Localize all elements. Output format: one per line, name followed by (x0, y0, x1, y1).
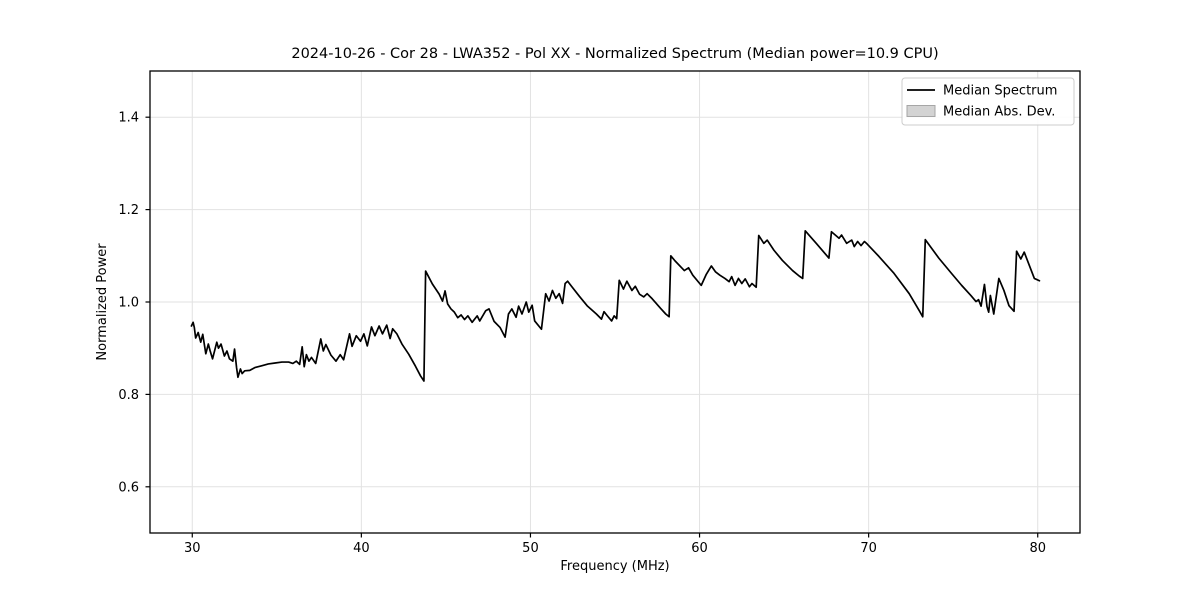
x-tick-label: 70 (860, 541, 877, 556)
x-tick-label: 80 (1029, 541, 1046, 556)
y-tick-label: 0.6 (118, 480, 139, 495)
y-tick-label: 1.2 (118, 203, 139, 218)
spectrum-line (190, 230, 1041, 382)
x-tick-label: 50 (522, 541, 539, 556)
grid-layer (150, 71, 1080, 533)
y-tick-label: 1.0 (118, 296, 139, 311)
legend-item-median-abs-dev: Median Abs. Dev. (906, 105, 1055, 120)
y-tick-label: 1.4 (118, 111, 139, 126)
x-tick-label: 40 (353, 541, 370, 556)
x-axis-label: Frequency (MHz) (560, 559, 669, 574)
legend: Median Spectrum Median Abs. Dev. (901, 77, 1075, 126)
axis-layer: 30 40 50 60 70 80 0.6 0.8 1.0 1.2 1.4 (118, 111, 1046, 556)
legend-label-median-spectrum: Median Spectrum (943, 84, 1057, 99)
y-tick-label: 0.8 (118, 388, 139, 403)
legend-label-median-abs-dev: Median Abs. Dev. (943, 105, 1055, 120)
x-tick-label: 60 (691, 541, 708, 556)
legend-frame (901, 77, 1075, 126)
plot-area-frame (149, 70, 1081, 534)
x-tick-label: 30 (184, 541, 201, 556)
series-layer (190, 230, 1041, 382)
legend-item-median-spectrum: Median Spectrum (907, 84, 1057, 99)
legend-patch-sample-icon (906, 105, 936, 117)
chart-title: 2024-10-26 - Cor 28 - LWA352 - Pol XX - … (291, 46, 938, 62)
y-axis-label: Normalized Power (95, 243, 110, 361)
